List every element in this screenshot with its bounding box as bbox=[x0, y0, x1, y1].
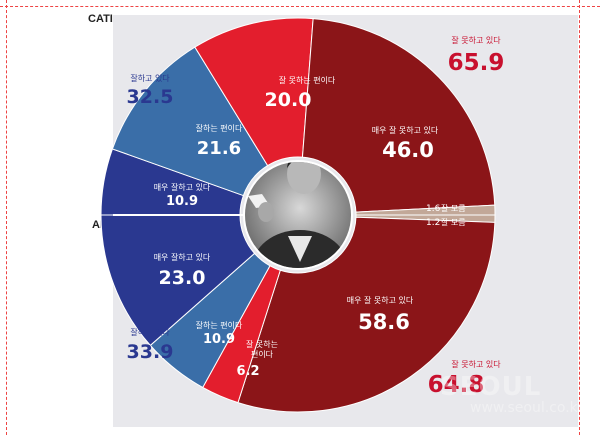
guide-line-top bbox=[0, 6, 600, 7]
cati-bad-value: 20.0 bbox=[265, 89, 312, 111]
total-ars-good-value: 33.9 bbox=[127, 341, 174, 363]
donut-segments bbox=[100, 17, 496, 413]
ars-bad-label: 잘 못하는 bbox=[246, 339, 278, 349]
segment-cati-blue bbox=[111, 46, 269, 197]
total-cati-good-label: 잘하고 있다 bbox=[130, 73, 170, 83]
segment-cati-darkred bbox=[301, 18, 496, 213]
total-labels: 잘 못하고 있다 65.9 잘하고 있다 32.5 잘하고 있다 33.9 잘 … bbox=[127, 35, 505, 398]
watermark-url: www.seoul.co.kr bbox=[470, 400, 584, 416]
ars-good-label: 잘하는 편이다 bbox=[196, 320, 243, 330]
cati-unknown-label: 잘 모름 bbox=[441, 204, 466, 213]
segment-ars-navy bbox=[100, 214, 256, 347]
cati-verygood-value: 10.9 bbox=[166, 194, 198, 209]
segment-ars-darkred bbox=[237, 216, 496, 413]
center-photo bbox=[243, 160, 353, 270]
cati-unknown-value: 1.6 bbox=[426, 204, 441, 214]
cati-verybad-value: 46.0 bbox=[382, 138, 434, 162]
cati-verygood-label: 매우 잘하고 있다 bbox=[154, 182, 211, 192]
watermark-logo: SEOUL bbox=[440, 372, 542, 402]
total-ars-bad-value: 64.8 bbox=[428, 372, 485, 398]
total-ars-bad-label: 잘 못하고 있다 bbox=[451, 359, 501, 369]
cati-good-label: 잘하는 편이다 bbox=[196, 123, 243, 133]
total-cati-good-value: 32.5 bbox=[127, 86, 174, 108]
total-cati-bad-label: 잘 못하고 있다 bbox=[451, 35, 501, 45]
ars-bad-value: 6.2 bbox=[236, 364, 259, 379]
cati-verybad-label: 매우 잘 못하고 있다 bbox=[372, 125, 439, 135]
guide-line-left bbox=[6, 0, 7, 435]
cati-good-value: 21.6 bbox=[197, 138, 241, 159]
ars-verygood-value: 23.0 bbox=[159, 267, 206, 289]
total-ars-good-label: 잘하고 있다 bbox=[130, 327, 170, 337]
ars-bad-label-2: 편이다 bbox=[251, 349, 274, 359]
guide-line-right bbox=[579, 0, 580, 435]
ars-unknown-label: 잘 모름 bbox=[441, 218, 466, 227]
ars-verybad-label: 매우 잘 못하고 있다 bbox=[347, 295, 414, 305]
ars-unknown-value: 1.2 bbox=[426, 218, 440, 228]
segment-cati-red bbox=[194, 17, 314, 167]
total-cati-bad-value: 65.9 bbox=[448, 50, 505, 76]
segment-labels: 잘 못하는 편이다 20.0 매우 잘 못하고 있다 46.0 잘하는 편이다 … bbox=[154, 75, 466, 379]
ars-verybad-value: 58.6 bbox=[358, 310, 410, 334]
section-label-cati: CATI bbox=[88, 13, 113, 25]
ars-good-value: 10.9 bbox=[203, 332, 235, 347]
ars-verygood-label: 매우 잘하고 있다 bbox=[154, 252, 211, 262]
cati-bad-label: 잘 못하는 편이다 bbox=[279, 75, 336, 85]
